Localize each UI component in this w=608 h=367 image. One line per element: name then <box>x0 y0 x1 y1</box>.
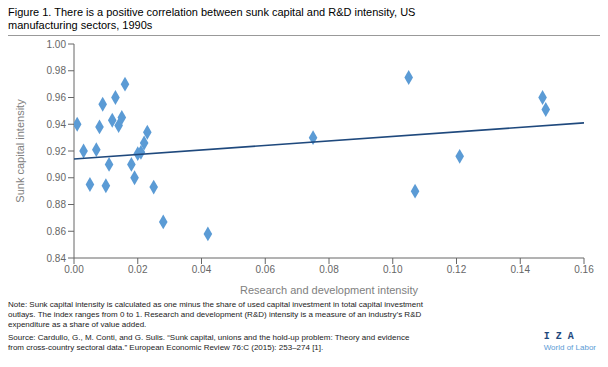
svg-text:0.86: 0.86 <box>47 226 67 237</box>
html-text:from cross-country sectoral da: from cross-country sectoral data.” Europ… <box>8 343 324 352</box>
svg-text:0.94: 0.94 <box>47 119 67 130</box>
html-text:Source: Cardullo, G., M. Conti: Source: Cardullo, G., M. Conti, and G. S… <box>8 333 410 342</box>
html-text:Figure 1. There is a positive: Figure 1. There is a positive correlatio… <box>8 6 416 18</box>
svg-text:0.06: 0.06 <box>256 264 276 275</box>
svg-text:0.88: 0.88 <box>47 199 67 210</box>
svg-text:Research and development inten: Research and development intensity <box>240 284 418 296</box>
html-text:World of Labor: World of Labor <box>543 343 596 352</box>
html-text:expenditure as a share of valu: expenditure as a share of value added. <box>8 320 147 329</box>
svg-text:Sunk capital intensity: Sunk capital intensity <box>14 99 26 203</box>
svg-text:0.84: 0.84 <box>47 253 67 264</box>
svg-text:0.16: 0.16 <box>574 264 594 275</box>
html-text:manufacturing sectors, 1990s: manufacturing sectors, 1990s <box>8 19 153 31</box>
html-text:outlays. The index ranges from: outlays. The index ranges from 0 to 1. R… <box>8 310 422 319</box>
svg-text:0.92: 0.92 <box>47 146 67 157</box>
svg-text:0.98: 0.98 <box>47 65 67 76</box>
svg-text:0.04: 0.04 <box>192 264 212 275</box>
svg-text:0.00: 0.00 <box>64 264 84 275</box>
svg-text:0.12: 0.12 <box>447 264 467 275</box>
html-text:Note: Sunk capital intensity i: Note: Sunk capital intensity is calculat… <box>8 300 423 309</box>
svg-text:0.08: 0.08 <box>319 264 339 275</box>
svg-text:0.96: 0.96 <box>47 92 67 103</box>
svg-text:0.14: 0.14 <box>511 264 531 275</box>
svg-text:0.90: 0.90 <box>47 172 67 183</box>
html-text:I Z A: I Z A <box>543 331 574 342</box>
svg-text:1.00: 1.00 <box>47 39 67 50</box>
svg-text:0.02: 0.02 <box>128 264 148 275</box>
svg-text:0.10: 0.10 <box>383 264 403 275</box>
